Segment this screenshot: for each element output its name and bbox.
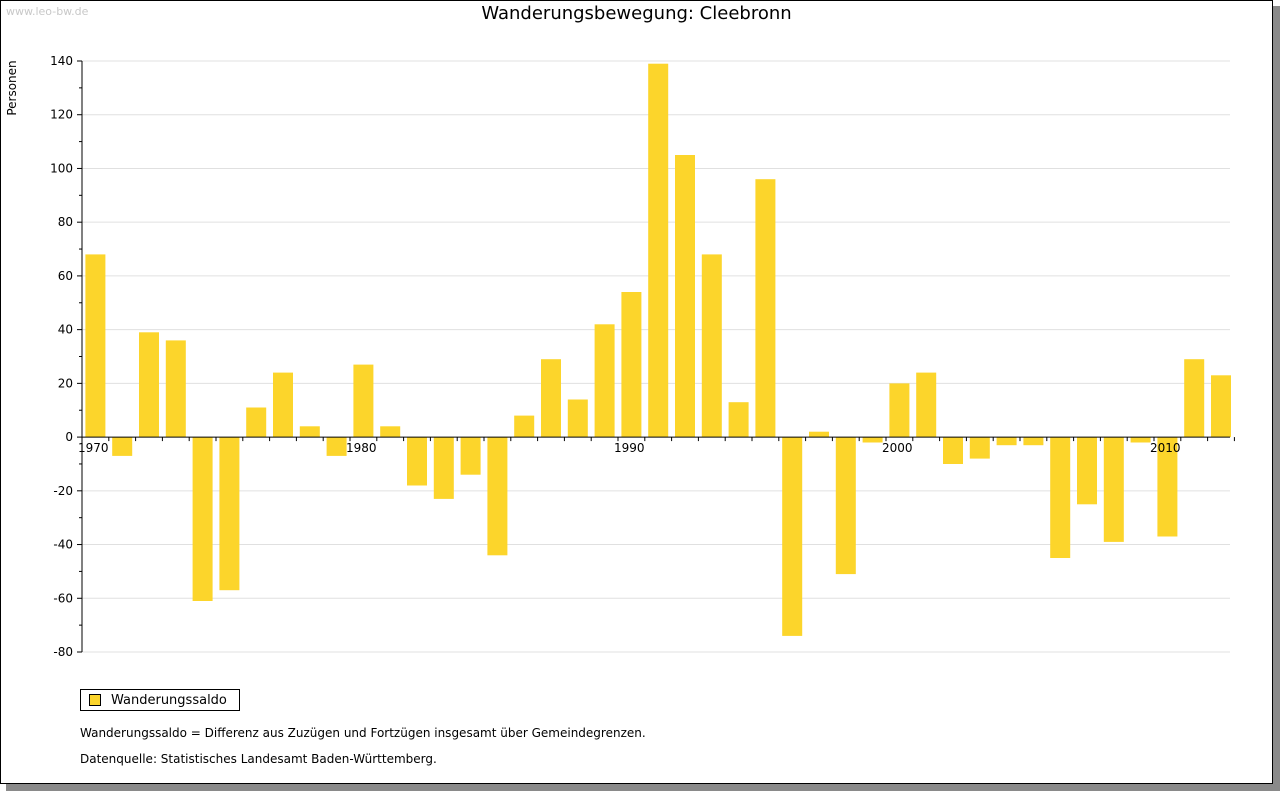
- bar: [728, 402, 749, 438]
- y-tick-label: 0: [65, 430, 73, 444]
- bar: [862, 437, 883, 443]
- bar: [1184, 359, 1205, 438]
- y-tick-label: -60: [53, 591, 73, 605]
- y-tick-label: 120: [50, 108, 73, 122]
- bar: [621, 292, 642, 438]
- bar: [567, 399, 588, 438]
- bar: [1023, 437, 1044, 446]
- bar: [165, 340, 186, 438]
- bar: [648, 63, 669, 438]
- bar: [246, 407, 267, 438]
- bar: [835, 437, 856, 575]
- bar: [755, 179, 776, 438]
- bar: [460, 437, 481, 475]
- bar: [594, 324, 615, 438]
- x-tick-label: 1990: [614, 441, 645, 455]
- bar: [1050, 437, 1071, 558]
- bar: [1157, 437, 1178, 537]
- bar: [996, 437, 1017, 446]
- footnote-definition: Wanderungssaldo = Differenz aus Zuzügen …: [80, 726, 646, 740]
- bar: [809, 431, 829, 438]
- bar: [139, 332, 159, 438]
- y-tick-label: 140: [50, 54, 73, 68]
- y-tick-label: -40: [53, 538, 73, 552]
- bar: [541, 359, 561, 438]
- bar: [112, 437, 133, 456]
- tick-labels: 140 120 100 80 60 40 20 0 -20 -40 -60 -80 1970 1980 19…: [50, 54, 1180, 659]
- bar: [701, 254, 722, 438]
- bar: [487, 437, 508, 556]
- x-tick-label: 1970: [78, 441, 109, 455]
- y-tick-label: 20: [58, 376, 73, 390]
- bar: [326, 437, 347, 456]
- bar: [782, 437, 803, 636]
- bar: [1077, 437, 1097, 505]
- bar: [407, 437, 427, 486]
- y-tick-label: 80: [58, 215, 73, 229]
- bar: [433, 437, 454, 499]
- x-tick-label: 2000: [882, 441, 913, 455]
- y-tick-label: 40: [58, 323, 73, 337]
- bar: [943, 437, 963, 464]
- bar: [1211, 375, 1231, 438]
- chart-title: Wanderungsbewegung: Cleebronn: [481, 3, 792, 24]
- y-tick-label: -80: [53, 645, 73, 659]
- bars: [85, 63, 1231, 636]
- bar: [273, 372, 293, 438]
- bar: [1103, 437, 1124, 542]
- bar: [675, 155, 695, 438]
- bar: [916, 372, 937, 438]
- y-tick-label: 100: [50, 161, 73, 175]
- bar: [192, 437, 213, 601]
- frame-shadow-right: [1273, 6, 1280, 791]
- x-tick-label: 1980: [346, 441, 377, 455]
- bar: [514, 415, 535, 438]
- axes: [77, 60, 1235, 653]
- bar: [85, 254, 106, 438]
- legend-swatch: [89, 694, 101, 706]
- legend-label: Wanderungssaldo: [111, 692, 227, 708]
- bar: [969, 437, 990, 459]
- y-tick-label: -20: [53, 484, 73, 498]
- frame-shadow-bottom: [6, 784, 1280, 791]
- bar: [219, 437, 240, 591]
- bar: [299, 426, 320, 437]
- y-tick-label: 60: [58, 269, 73, 283]
- footnote-source: Datenquelle: Statistisches Landesamt Bad…: [80, 752, 437, 766]
- watermark: www.leo-bw.de: [6, 5, 89, 18]
- legend: Wanderungssaldo: [80, 689, 240, 711]
- bar: [1130, 437, 1151, 443]
- bar: [889, 383, 910, 438]
- bar: [380, 426, 401, 437]
- x-tick-label: 2010: [1150, 441, 1181, 455]
- bar: [353, 364, 374, 438]
